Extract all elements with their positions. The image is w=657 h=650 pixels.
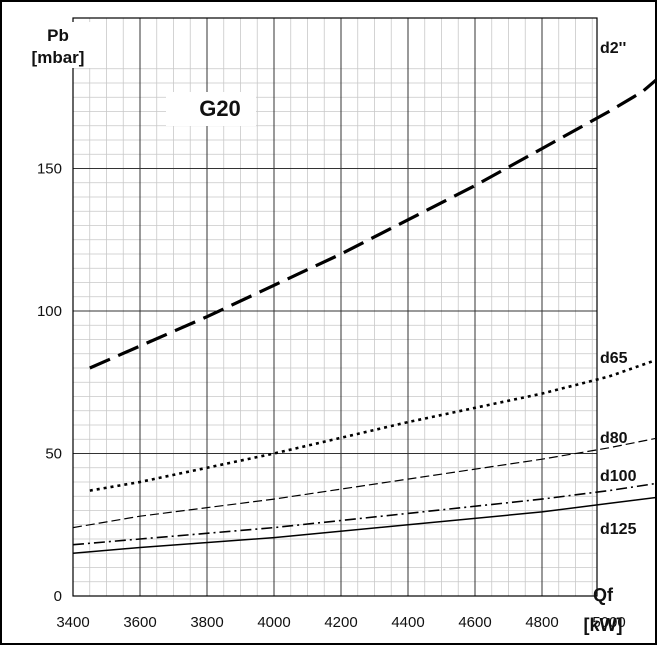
series-line-4: [72, 496, 657, 555]
x-tick-label: 3600: [123, 614, 156, 631]
x-tick-label: 5000: [592, 614, 625, 631]
y-tick-label: 150: [37, 161, 62, 178]
y-tick-label: 100: [37, 303, 62, 320]
series-label-4: d125: [600, 521, 637, 538]
series-line-0: [89, 77, 657, 370]
x-tick-label: 3800: [190, 614, 223, 631]
x-tick-label: 3400: [56, 614, 89, 631]
x-axis-label-unit: [kW]: [584, 615, 623, 635]
y-axis-label-name: Pb: [47, 26, 69, 45]
axis-ticks: 3400 3600 3800 4000 4200 4400 4600 4800 5000 0 50 1…: [37, 161, 626, 632]
series-line-1: [89, 358, 657, 492]
series-label-3: d100: [600, 468, 637, 485]
series-label-1: d65: [600, 350, 628, 367]
series-lines: [72, 77, 657, 555]
series-label-0: d2'': [600, 40, 626, 57]
x-tick-label: 4600: [458, 614, 491, 631]
x-tick-label: 4400: [391, 614, 424, 631]
y-tick-label: 0: [54, 588, 62, 605]
series-labels: d2'' d65 d80 d100 d125: [600, 40, 637, 538]
x-tick-label: 4800: [525, 614, 558, 631]
y-axis-label-unit: [mbar]: [32, 48, 85, 67]
series-line-2: [72, 437, 657, 529]
x-tick-label: 4200: [324, 614, 357, 631]
title-background: [166, 92, 256, 126]
series-line-3: [72, 482, 657, 546]
x-tick-label: 4000: [257, 614, 290, 631]
ylabel-background: [28, 22, 92, 68]
y-tick-label: 50: [45, 446, 62, 463]
x-axis-label-name: Qf: [593, 585, 614, 605]
plot-area-border: [72, 17, 598, 597]
series-label-2: d80: [600, 430, 628, 447]
chart-title: G20: [199, 96, 241, 121]
